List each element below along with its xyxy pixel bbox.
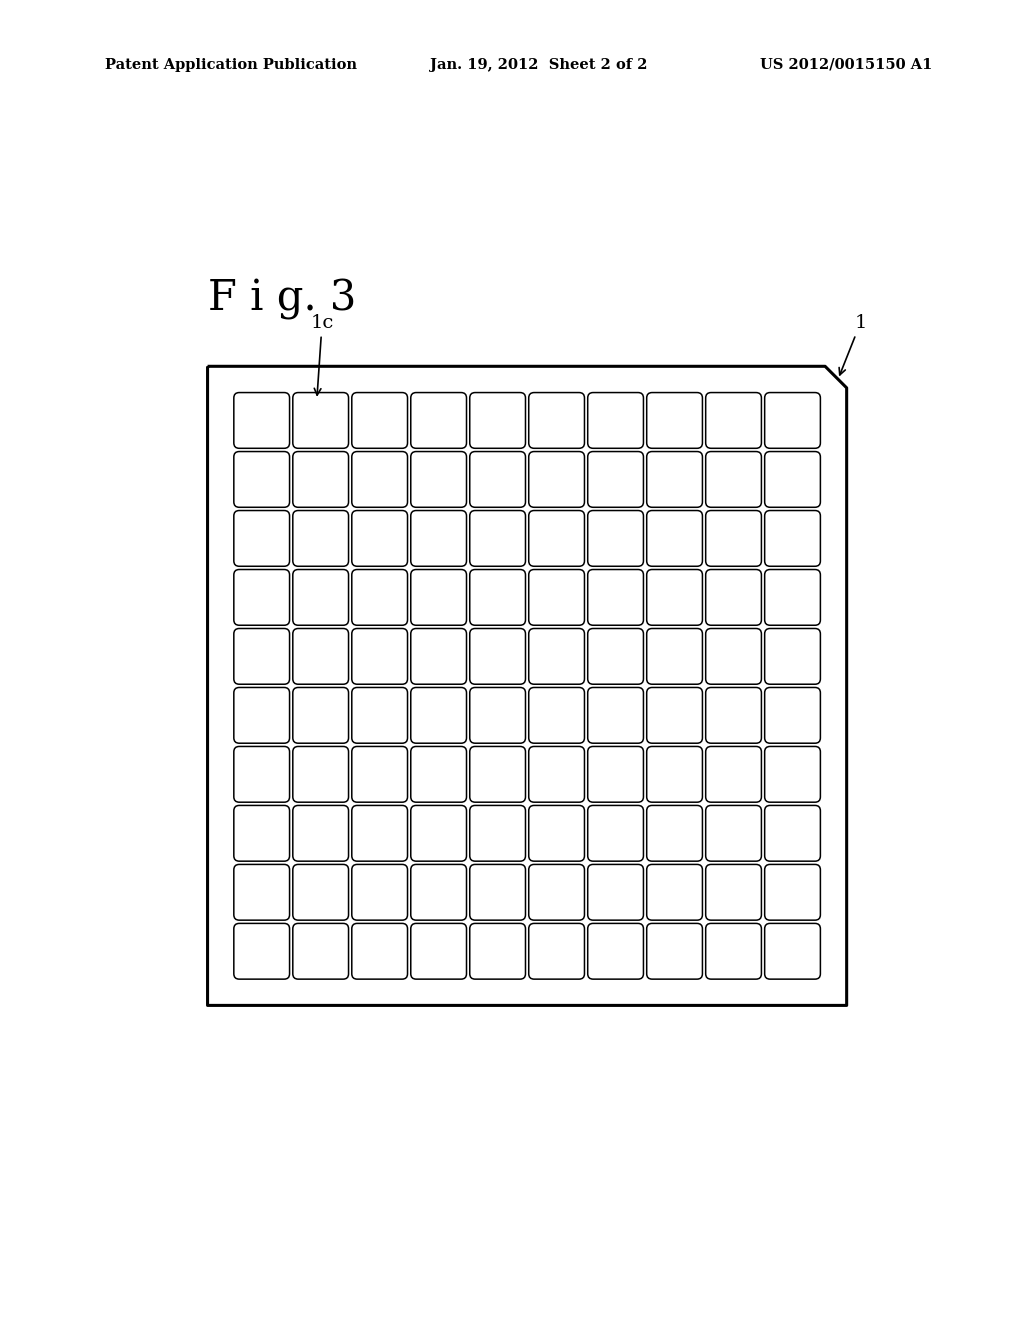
Text: 1: 1	[839, 314, 866, 375]
Text: Jan. 19, 2012  Sheet 2 of 2: Jan. 19, 2012 Sheet 2 of 2	[430, 58, 647, 73]
Text: F i g. 3: F i g. 3	[208, 279, 356, 321]
Text: US 2012/0015150 A1: US 2012/0015150 A1	[760, 58, 933, 73]
Text: 1c: 1c	[310, 314, 334, 395]
Text: Patent Application Publication: Patent Application Publication	[105, 58, 357, 73]
